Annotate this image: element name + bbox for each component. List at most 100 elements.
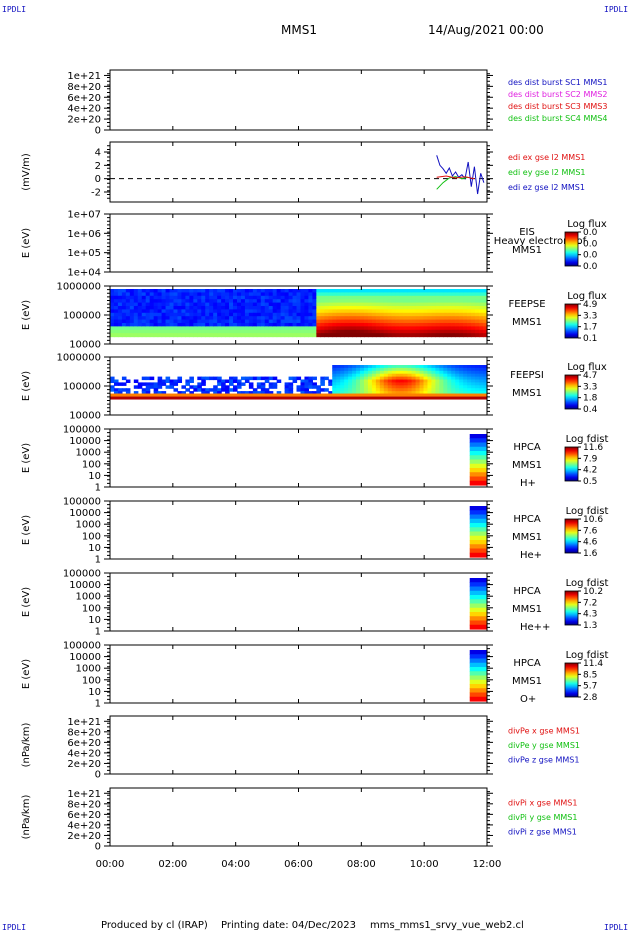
heatmap-cell bbox=[344, 385, 349, 389]
heatmap-cell bbox=[348, 322, 353, 327]
heatmap-cell bbox=[443, 382, 448, 386]
heatmap-cell bbox=[415, 379, 421, 383]
heatmap-cell bbox=[260, 292, 266, 297]
heatmap-cell bbox=[233, 329, 238, 334]
spacecraft-label: MMS1 bbox=[512, 676, 542, 687]
heatmap-cell bbox=[201, 376, 206, 381]
heatmap-cell bbox=[419, 391, 425, 395]
heatmap-cell bbox=[229, 305, 234, 310]
heatmap-cell bbox=[157, 379, 163, 383]
heatmap-cell bbox=[248, 329, 254, 334]
heatmap-cell bbox=[185, 322, 190, 327]
heatmap-cell bbox=[304, 299, 310, 304]
heatmap-cell bbox=[467, 391, 472, 395]
heatmap-cell bbox=[145, 295, 151, 300]
heatmap-cell bbox=[225, 312, 230, 317]
colorbar-label: 0.0 bbox=[583, 239, 598, 249]
heatmap-cell bbox=[324, 329, 329, 334]
heatmap-cell bbox=[395, 295, 401, 300]
heatmap-cell bbox=[463, 391, 468, 395]
heatmap-cell bbox=[447, 309, 452, 314]
heatmap-cell bbox=[379, 329, 385, 334]
heatmap-cell bbox=[419, 373, 425, 378]
heatmap-cell bbox=[256, 289, 262, 293]
heatmap-cell bbox=[471, 292, 476, 297]
heatmap-cell bbox=[312, 302, 317, 307]
heatmap-cell bbox=[469, 552, 487, 558]
heatmap-cell bbox=[352, 302, 357, 307]
heatmap-cell bbox=[447, 365, 452, 369]
heatmap-cell bbox=[403, 302, 409, 307]
heatmap-cell bbox=[240, 289, 246, 293]
heatmap-cell bbox=[419, 322, 425, 327]
heatmap-cell bbox=[403, 329, 409, 334]
heatmap-cell bbox=[312, 305, 317, 310]
heatmap-cell bbox=[193, 319, 198, 324]
heatmap-cell bbox=[475, 365, 480, 369]
heatmap-cell bbox=[292, 302, 298, 307]
heatmap-cell bbox=[411, 373, 417, 378]
heatmap-cell bbox=[443, 312, 448, 317]
heatmap-cell bbox=[367, 373, 373, 378]
heatmap-cell bbox=[133, 292, 139, 297]
heatmap-cell bbox=[471, 319, 476, 324]
heatmap-cell bbox=[280, 302, 286, 307]
y-tick-label: 8e+20 bbox=[67, 799, 101, 810]
colorbar-label: 4.9 bbox=[583, 300, 598, 310]
heatmap-cell bbox=[284, 299, 290, 304]
heatmap-cell bbox=[276, 309, 282, 314]
heatmap-cell bbox=[344, 365, 349, 369]
heatmap-cell bbox=[411, 289, 417, 293]
heatmap-cell bbox=[244, 299, 250, 304]
y-axis-label: (nPa/km) bbox=[21, 795, 32, 840]
heatmap-cell bbox=[324, 309, 329, 314]
y-tick-label: 1e+21 bbox=[67, 71, 101, 82]
heatmap-cell bbox=[469, 455, 487, 461]
heatmap-cell bbox=[165, 302, 171, 307]
y-tick-label: 10000 bbox=[69, 436, 101, 447]
heatmap-cell bbox=[479, 370, 484, 375]
heatmap-cell bbox=[320, 333, 325, 338]
heatmap-cell bbox=[423, 391, 429, 395]
heatmap-cell bbox=[268, 333, 274, 338]
heatmap-cell bbox=[260, 309, 266, 314]
corner-label-top-left: IPDLI bbox=[2, 5, 27, 14]
heatmap-cell bbox=[157, 312, 163, 317]
heatmap-cell bbox=[304, 312, 310, 317]
heatmap-cell bbox=[419, 326, 425, 331]
heatmap-cell bbox=[177, 379, 183, 383]
heatmap-cell bbox=[395, 316, 401, 321]
heatmap-cell bbox=[469, 616, 487, 622]
heatmap-cell bbox=[213, 305, 218, 310]
heatmap-cell bbox=[415, 385, 421, 389]
heatmap-cell bbox=[340, 312, 345, 317]
heatmap-cell bbox=[340, 316, 345, 321]
heatmap-cell bbox=[356, 329, 361, 334]
heatmap-cell bbox=[479, 329, 484, 334]
heatmap-cell bbox=[141, 312, 147, 317]
heatmap-cell bbox=[113, 289, 119, 293]
heatmap-cell bbox=[399, 289, 405, 293]
heatmap-cell bbox=[288, 382, 294, 386]
heatmap-cell bbox=[435, 289, 440, 293]
heatmap-cell bbox=[455, 382, 460, 386]
heatmap-cell bbox=[459, 379, 464, 383]
heatmap-cell bbox=[439, 295, 444, 300]
heatmap-cell bbox=[431, 333, 437, 338]
heatmap-cell bbox=[439, 382, 444, 386]
heatmap-cell bbox=[469, 472, 487, 478]
heatmap-cell bbox=[411, 367, 417, 372]
heatmap-cell bbox=[399, 312, 405, 317]
heatmap-cell bbox=[153, 289, 159, 293]
heatmap-cell bbox=[110, 309, 115, 314]
heatmap-cell bbox=[157, 329, 163, 334]
x-tick-label: 08:00 bbox=[347, 859, 376, 870]
heatmap-cell bbox=[379, 385, 385, 389]
heatmap-cell bbox=[471, 376, 476, 381]
heatmap-cell bbox=[153, 319, 159, 324]
heatmap-cell bbox=[403, 388, 409, 392]
heatmap-cell bbox=[348, 391, 353, 395]
heatmap-cell bbox=[427, 309, 433, 314]
heatmap-cell bbox=[363, 309, 369, 314]
y-tick-label: 10000 bbox=[69, 508, 101, 519]
